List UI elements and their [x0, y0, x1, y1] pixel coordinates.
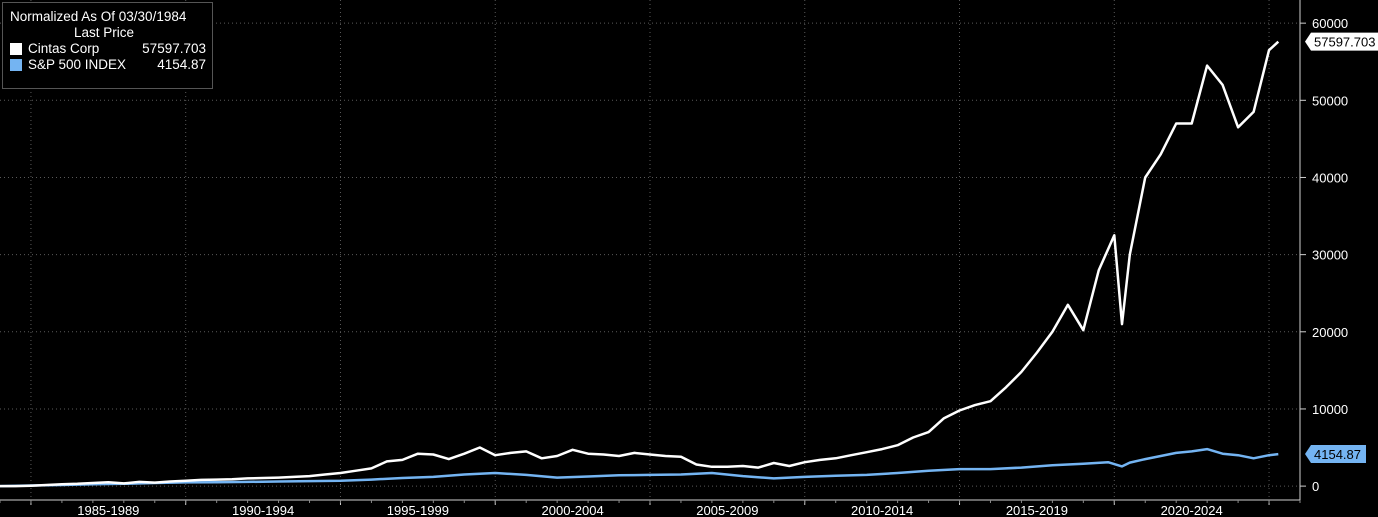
- y-tick-label: 50000: [1312, 93, 1348, 108]
- legend-value-sp500: 4154.87: [157, 57, 206, 72]
- y-tick-label: 60000: [1312, 16, 1348, 31]
- last-value-flag: [1305, 32, 1378, 51]
- legend-box: Normalized As Of 03/30/1984 Last Price C…: [2, 2, 213, 89]
- y-tick-label: 10000: [1312, 402, 1348, 417]
- last-value-labels: 57597.703 4154.87: [1305, 32, 1378, 464]
- y-tick-label: 30000: [1312, 248, 1348, 263]
- x-tick-label: 2000-2004: [542, 503, 604, 517]
- legend-name-cintas: Cintas Corp: [28, 41, 100, 56]
- x-tick-label: 2010-2014: [851, 503, 913, 517]
- grid-lines: [0, 0, 1300, 500]
- x-axis: 1985-1989 1990-1994 1995-1999 2000-2004 2005…: [0, 499, 1301, 517]
- series-line-cintas: [0, 40, 1280, 488]
- last-value-label-cintas: 57597.703: [1305, 32, 1378, 51]
- last-value-text: 4154.87: [1314, 447, 1361, 462]
- series-line-sp500: [0, 447, 1279, 488]
- x-tick-label: 1985-1989: [77, 503, 139, 517]
- legend-title: Normalized As Of 03/30/1984: [10, 9, 187, 24]
- legend-swatch-cintas: [10, 43, 22, 55]
- last-value-text: 57597.703: [1314, 35, 1375, 50]
- legend-swatch-sp500: [10, 59, 22, 71]
- x-tick-label: 1995-1999: [387, 503, 449, 517]
- y-tick-label: 40000: [1312, 170, 1348, 185]
- x-tick-label: 2015-2019: [1006, 503, 1068, 517]
- legend-value-cintas: 57597.703: [142, 41, 206, 56]
- x-tick-label: 2020-2024: [1161, 503, 1223, 517]
- last-value-label-sp500: 4154.87: [1305, 445, 1366, 464]
- legend-entry-sp500: S&P 500 INDEX 4154.87: [10, 57, 206, 73]
- series-lines: [0, 40, 1280, 488]
- last-value-flag: [1305, 445, 1366, 464]
- y-tick-label: 0: [1312, 479, 1319, 494]
- legend-name-sp500: S&P 500 INDEX: [28, 57, 127, 72]
- x-tick-label: 1990-1994: [232, 503, 294, 517]
- legend-subtitle: Last Price: [74, 25, 135, 40]
- x-tick-label: 2005-2009: [696, 503, 758, 517]
- legend-entry-cintas: Cintas Corp 57597.703: [10, 41, 206, 57]
- y-tick-label: 20000: [1312, 325, 1348, 340]
- y-axis: 0 10000 20000 30000 40000 50000 60000: [1299, 0, 1348, 500]
